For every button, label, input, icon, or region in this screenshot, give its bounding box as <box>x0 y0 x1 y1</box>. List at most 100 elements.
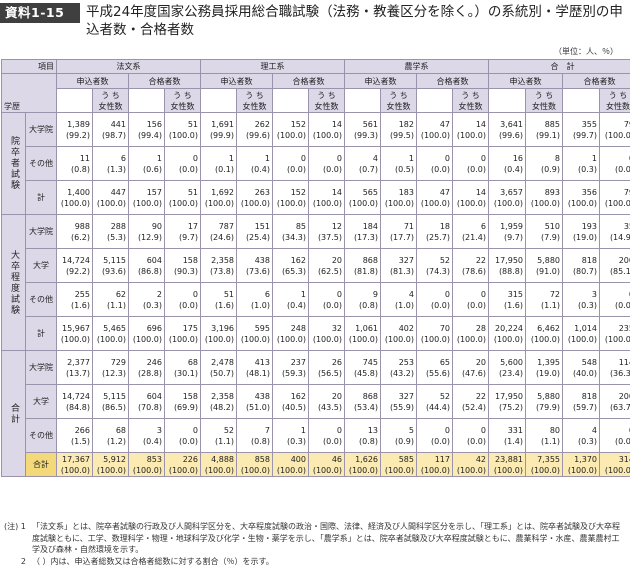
header-women: う ち女性数 <box>236 88 273 113</box>
cell-percent: (0.0) <box>467 164 486 174</box>
table-cell: 441 (98.7) <box>92 112 129 147</box>
cell-percent: (65.3) <box>281 266 306 276</box>
cell-count: 235 <box>618 323 630 333</box>
table-cell: 14 (100.0) <box>452 112 489 147</box>
table-cell: 266 (1.5) <box>56 418 93 453</box>
cell-percent: (100.0) <box>312 334 342 344</box>
cell-count: 2,358 <box>211 391 234 401</box>
cell-percent: (81.3) <box>389 266 414 276</box>
cell-count: 11 <box>79 153 90 163</box>
cell-percent: (100.0) <box>456 465 486 475</box>
cell-percent: (0.0) <box>323 436 342 446</box>
cell-count: 90 <box>151 221 162 231</box>
table-row: 合計 17,367 (100.0) 5,912 (100.0) 853 (100.0) 226… <box>2 452 630 477</box>
cell-percent: (100.0) <box>604 334 630 344</box>
group-header-science: 理工系 <box>200 59 345 74</box>
cell-count: 253 <box>398 357 414 367</box>
cell-count: 5 <box>408 425 414 435</box>
cell-percent: (63.7) <box>609 402 630 412</box>
cell-count: 70 <box>439 323 450 333</box>
cell-count: 331 <box>507 425 523 435</box>
cell-percent: (100.0) <box>420 465 450 475</box>
cell-count: 152 <box>290 187 306 197</box>
table-row: 計 15,967 (100.0) 5,465 (100.0) 696 (100.0) 175(… <box>2 316 630 351</box>
cell-count: 548 <box>581 357 597 367</box>
women-label-line1: う ち <box>245 90 264 100</box>
cell-count: 51 <box>187 187 198 197</box>
cell-count: 0 <box>480 289 486 299</box>
table-cell: 818 (80.7) <box>562 248 600 283</box>
table-cell: 114(36.3) <box>599 350 630 385</box>
cell-count: 327 <box>398 391 414 401</box>
women-label-line2: 女性数 <box>170 101 195 111</box>
table-cell: 2 (0.3) <box>128 282 165 317</box>
cell-percent: (0.4) <box>504 164 523 174</box>
cell-percent: (0.0) <box>323 164 342 174</box>
cell-percent: (99.1) <box>535 130 560 140</box>
women-label-line1: う ち <box>534 90 554 100</box>
cell-percent: (28.8) <box>137 368 162 378</box>
cell-percent: (55.6) <box>425 368 450 378</box>
table-cell: 1,370 (100.0) <box>562 452 600 477</box>
row-group-label: 院卒者試験 <box>1 112 26 215</box>
cell-percent: (100.0) <box>168 130 198 140</box>
table-cell: 818 (59.7) <box>562 384 600 419</box>
women-label-line1: う ち <box>461 90 480 100</box>
cell-percent: (43.2) <box>389 368 414 378</box>
cell-count: 1,014 <box>574 323 597 333</box>
women-label-line1: う ち <box>608 90 628 100</box>
cell-percent: (100.0) <box>168 198 198 208</box>
cell-count: 20 <box>475 357 486 367</box>
cell-count: 893 <box>544 187 560 197</box>
cell-percent: (70.8) <box>137 402 162 412</box>
cell-count: 327 <box>398 255 414 265</box>
group-header-law: 法文系 <box>56 59 201 74</box>
table-row: 大卒程度試験 大学院 988 (6.2) 288 (5.3) 90 (12.9) 17 (9.7)… <box>1 214 630 351</box>
table-cell: 2,377 (13.7) <box>56 350 93 385</box>
table-cell: 327 (81.3) <box>380 248 417 283</box>
cell-count: 5,465 <box>103 323 126 333</box>
cell-count: 1 <box>408 153 414 163</box>
cell-percent: (86.8) <box>137 266 162 276</box>
cell-percent: (78.6) <box>461 266 486 276</box>
table-cell: 4,888 (100.0) <box>200 452 237 477</box>
cell-count: 4 <box>591 425 597 435</box>
table-cell: 17 (9.7) <box>164 214 201 249</box>
cell-count: 26 <box>331 357 342 367</box>
cell-percent: (48.1) <box>245 368 270 378</box>
cell-count: 14 <box>475 119 486 129</box>
table-cell: 22 (52.4) <box>452 384 489 419</box>
table-cell: 0(0.0) <box>452 146 489 181</box>
cell-percent: (100.0) <box>240 334 270 344</box>
cell-count: 46 <box>331 454 342 464</box>
cell-percent: (56.5) <box>317 368 342 378</box>
cell-percent: (0.3) <box>578 436 597 446</box>
cell-percent: (0.0) <box>179 436 198 446</box>
table-cell: 400 (100.0) <box>272 452 309 477</box>
cell-count: 14 <box>331 187 342 197</box>
table-cell: 0(0.0) <box>272 146 309 181</box>
cell-count: 447 <box>110 187 126 197</box>
table-cell: 14 (100.0) <box>452 180 489 215</box>
table-cell: 853 (100.0) <box>128 452 165 477</box>
cell-count: 79 <box>623 187 630 197</box>
cell-count: 151 <box>254 221 270 231</box>
table-cell: 4 (0.7) <box>344 146 381 181</box>
row-sub-label: 大学院 <box>25 214 57 249</box>
table-cell: 1 (0.4) <box>272 282 309 317</box>
cell-percent: (25.4) <box>245 232 270 242</box>
row-group-label: 合計 <box>1 350 26 477</box>
cell-percent: (40.0) <box>572 368 597 378</box>
cell-count: 162 <box>290 391 306 401</box>
table-cell: 237 (59.3) <box>272 350 309 385</box>
table-cell: 17,950 (75.2) <box>488 384 526 419</box>
women-label-line2: 女性数 <box>314 101 339 111</box>
table-cell: 14,724 (84.8) <box>56 384 93 419</box>
cell-count: 868 <box>362 391 378 401</box>
row-sub-label: 計 <box>25 316 57 351</box>
cell-percent: (100.0) <box>204 465 234 475</box>
cell-count: 356 <box>581 187 597 197</box>
footnote-1: (注) 1 「法文系」とは、院卒者試験の行政及び人間科学区分を、大卒程度試験の政治… <box>4 522 620 554</box>
table-cell: 6,462 (100.0) <box>525 316 563 351</box>
cell-percent: (50.7) <box>209 368 234 378</box>
